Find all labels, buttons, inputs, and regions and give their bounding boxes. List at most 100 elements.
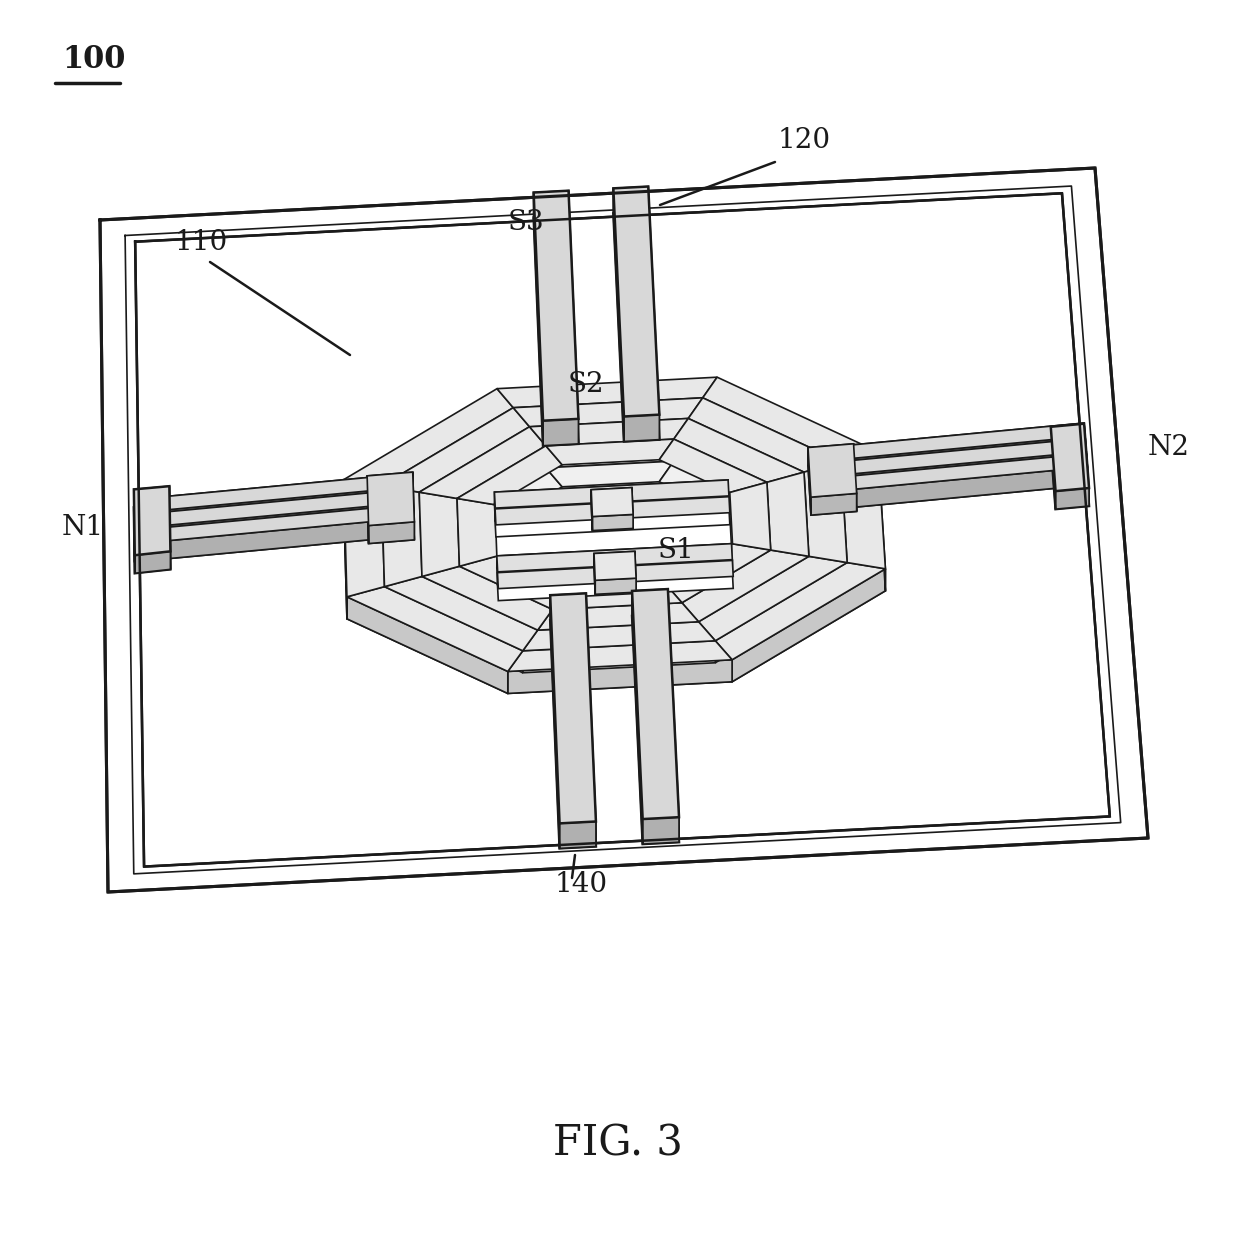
Polygon shape (458, 520, 497, 588)
Text: S2: S2 (568, 371, 605, 398)
Polygon shape (642, 817, 680, 844)
Polygon shape (533, 190, 578, 421)
Polygon shape (815, 472, 1087, 511)
Polygon shape (688, 398, 841, 472)
Polygon shape (508, 660, 732, 694)
Polygon shape (533, 190, 568, 218)
Polygon shape (559, 821, 596, 849)
Polygon shape (495, 480, 729, 509)
Polygon shape (551, 618, 596, 849)
Polygon shape (808, 443, 853, 466)
Text: N1: N1 (62, 514, 104, 541)
Polygon shape (134, 490, 408, 533)
Polygon shape (878, 452, 885, 590)
Polygon shape (649, 186, 660, 439)
Polygon shape (134, 486, 170, 555)
Polygon shape (382, 507, 422, 608)
Polygon shape (614, 212, 660, 442)
Polygon shape (460, 556, 568, 609)
Polygon shape (808, 447, 811, 515)
Polygon shape (135, 517, 409, 562)
Polygon shape (553, 606, 682, 632)
Polygon shape (382, 486, 422, 587)
Polygon shape (698, 578, 847, 662)
Polygon shape (384, 587, 523, 672)
Polygon shape (665, 565, 771, 624)
Polygon shape (134, 505, 409, 544)
Polygon shape (815, 438, 1086, 477)
Polygon shape (682, 572, 808, 643)
Polygon shape (665, 544, 771, 603)
Polygon shape (529, 441, 688, 468)
Polygon shape (419, 448, 546, 520)
Polygon shape (593, 515, 634, 530)
Polygon shape (815, 453, 1087, 492)
Polygon shape (815, 457, 1086, 496)
Polygon shape (632, 589, 680, 820)
Polygon shape (673, 441, 804, 505)
Polygon shape (614, 186, 660, 417)
Polygon shape (523, 622, 715, 651)
Polygon shape (538, 622, 698, 652)
Polygon shape (815, 438, 1085, 482)
Polygon shape (513, 398, 703, 427)
Polygon shape (497, 544, 732, 568)
Polygon shape (614, 186, 649, 213)
Polygon shape (624, 414, 660, 442)
Polygon shape (533, 215, 578, 446)
Polygon shape (594, 551, 635, 568)
Polygon shape (100, 167, 1148, 891)
Polygon shape (134, 487, 408, 531)
Polygon shape (458, 468, 562, 526)
Polygon shape (523, 643, 715, 672)
Polygon shape (134, 502, 409, 546)
Polygon shape (553, 603, 682, 632)
Polygon shape (551, 593, 596, 823)
Polygon shape (495, 480, 728, 504)
Polygon shape (495, 492, 729, 520)
Polygon shape (614, 189, 624, 442)
Polygon shape (698, 556, 847, 641)
Polygon shape (135, 551, 170, 573)
Polygon shape (841, 452, 885, 569)
Polygon shape (632, 487, 634, 529)
Polygon shape (587, 593, 596, 846)
Polygon shape (551, 596, 559, 849)
Polygon shape (495, 497, 729, 521)
Polygon shape (347, 597, 508, 694)
Text: 140: 140 (556, 871, 608, 898)
Polygon shape (384, 577, 538, 651)
Polygon shape (766, 494, 808, 578)
Polygon shape (538, 603, 698, 630)
Polygon shape (668, 589, 680, 842)
Polygon shape (594, 565, 636, 594)
Polygon shape (508, 662, 732, 694)
Text: N2: N2 (1148, 434, 1190, 461)
Polygon shape (730, 482, 771, 550)
Text: S1: S1 (658, 538, 694, 564)
Polygon shape (543, 419, 578, 446)
Polygon shape (682, 550, 808, 622)
Polygon shape (343, 389, 513, 486)
Polygon shape (715, 563, 885, 660)
Polygon shape (538, 624, 698, 652)
Polygon shape (660, 461, 766, 515)
Polygon shape (815, 453, 1086, 497)
Polygon shape (343, 501, 384, 619)
Polygon shape (368, 521, 414, 544)
Text: 110: 110 (175, 229, 228, 256)
Polygon shape (134, 522, 409, 562)
Polygon shape (134, 504, 170, 573)
Text: 120: 120 (777, 127, 831, 154)
Polygon shape (458, 499, 460, 588)
Polygon shape (804, 462, 847, 563)
Polygon shape (495, 497, 730, 525)
Polygon shape (422, 567, 553, 630)
Polygon shape (715, 584, 885, 682)
Polygon shape (1050, 424, 1084, 444)
Polygon shape (591, 487, 634, 516)
Polygon shape (347, 608, 523, 694)
Polygon shape (811, 494, 857, 515)
Polygon shape (367, 490, 414, 544)
Polygon shape (551, 593, 587, 621)
